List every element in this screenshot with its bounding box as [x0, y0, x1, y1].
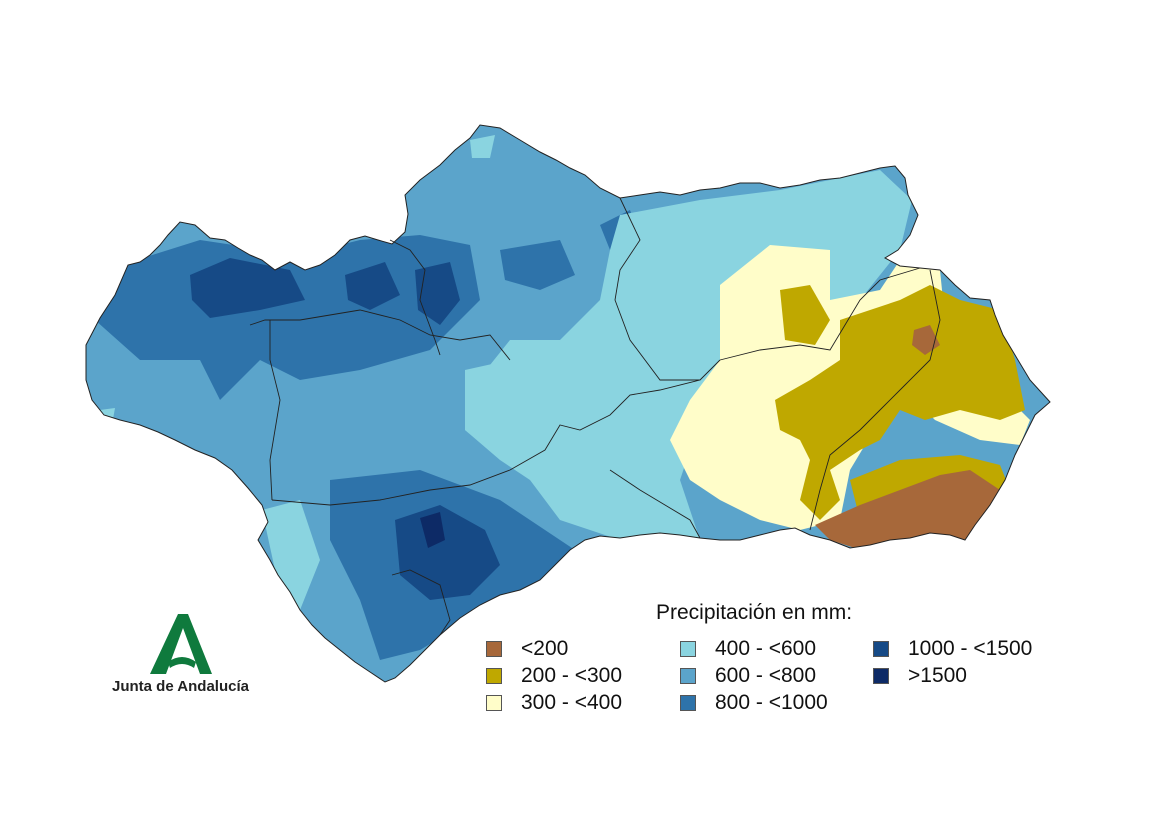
legend-swatch — [873, 668, 889, 684]
legend-swatch — [486, 641, 502, 657]
legend-item: <200 — [486, 637, 568, 661]
logo-text: Junta de Andalucía — [112, 678, 249, 695]
legend-swatch — [873, 641, 889, 657]
legend-swatch — [486, 668, 502, 684]
legend-label: <200 — [521, 637, 569, 660]
legend-label: 300 - <400 — [521, 691, 623, 714]
legend-label: 200 - <300 — [521, 664, 623, 687]
legend-label: 800 - <1000 — [715, 691, 828, 714]
legend-item: 200 - <300 — [486, 664, 622, 688]
legend-title: Precipitación en mm: — [656, 601, 853, 624]
legend-item: 600 - <800 — [680, 664, 816, 688]
legend-label: 600 - <800 — [715, 664, 817, 687]
andalucia-a-icon — [150, 614, 212, 674]
legend-swatch — [486, 695, 502, 711]
legend-item: 400 - <600 — [680, 637, 816, 661]
legend-swatch — [680, 668, 696, 684]
legend-item: 800 - <1000 — [680, 691, 828, 715]
legend-label: 400 - <600 — [715, 637, 817, 660]
legend-item: 1000 - <1500 — [873, 637, 1032, 661]
legend-item: >1500 — [873, 664, 967, 688]
legend-label: 1000 - <1500 — [908, 637, 1033, 660]
junta-logo: Junta de Andalucía — [112, 612, 262, 702]
legend-label: >1500 — [908, 664, 967, 687]
legend-swatch — [680, 695, 696, 711]
legend-swatch — [680, 641, 696, 657]
legend-item: 300 - <400 — [486, 691, 622, 715]
